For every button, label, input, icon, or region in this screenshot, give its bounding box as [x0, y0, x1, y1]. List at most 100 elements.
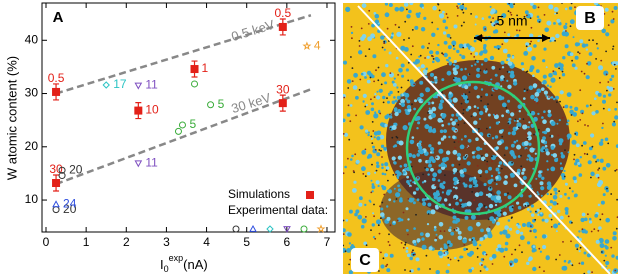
- atom: [448, 228, 452, 232]
- atom: [398, 140, 404, 146]
- atom: [450, 231, 455, 236]
- atom: [435, 156, 438, 159]
- atom: [536, 88, 542, 94]
- atom: [457, 3, 461, 5]
- atom: [466, 98, 469, 101]
- atom: [452, 186, 455, 189]
- marker: [134, 160, 143, 168]
- atom: [547, 109, 551, 114]
- atom: [386, 216, 391, 221]
- atom: [437, 179, 441, 182]
- atom: [387, 100, 390, 104]
- atom: [544, 144, 548, 148]
- atom: [424, 167, 426, 169]
- atom: [527, 258, 532, 262]
- atom: [446, 150, 451, 155]
- atom: [492, 113, 495, 116]
- atom: [428, 109, 433, 115]
- atom: [427, 202, 432, 207]
- atom: [373, 215, 375, 218]
- atom: [527, 126, 530, 129]
- atom: [578, 173, 583, 177]
- atom: [605, 260, 610, 266]
- atom: [395, 56, 399, 60]
- atom: [577, 120, 579, 123]
- atom: [412, 249, 414, 252]
- atom: [559, 90, 564, 95]
- atom: [380, 264, 385, 269]
- atom: [364, 148, 367, 151]
- atom: [414, 25, 419, 30]
- atom: [370, 107, 375, 112]
- atom: [435, 50, 440, 55]
- atom: [495, 176, 499, 180]
- atom: [572, 36, 575, 39]
- atom: [389, 253, 394, 258]
- atom: [399, 165, 403, 168]
- atom: [481, 155, 483, 157]
- atom: [583, 251, 587, 255]
- atom: [548, 4, 554, 10]
- atom: [550, 134, 554, 138]
- panel-label: B: [584, 10, 596, 27]
- atom: [490, 8, 496, 14]
- atom: [384, 12, 390, 18]
- atom: [492, 88, 495, 91]
- atom: [458, 180, 461, 183]
- atom: [367, 36, 372, 42]
- atom: [595, 160, 597, 163]
- atom: [511, 253, 513, 256]
- atom: [543, 149, 546, 152]
- atom: [485, 150, 488, 153]
- atom: [451, 113, 455, 117]
- atom: [560, 154, 566, 159]
- atom: [503, 192, 507, 197]
- atom: [453, 172, 456, 175]
- atom: [437, 117, 443, 123]
- atom: [530, 225, 532, 228]
- atom: [455, 201, 459, 206]
- atom: [479, 237, 484, 242]
- atom: [517, 205, 522, 210]
- atom: [532, 167, 535, 170]
- atom: [549, 200, 554, 204]
- atom: [460, 203, 466, 208]
- atom: [392, 83, 397, 87]
- atom: [394, 144, 398, 148]
- atom: [520, 231, 524, 235]
- atom: [462, 11, 465, 14]
- atom: [367, 153, 373, 159]
- atom: [565, 22, 568, 26]
- atom: [343, 96, 346, 99]
- atom: [553, 223, 558, 229]
- atom: [484, 110, 488, 113]
- atom: [468, 184, 473, 188]
- atom: [581, 228, 584, 231]
- atom: [434, 78, 438, 83]
- atom: [582, 141, 587, 145]
- atom: [583, 272, 586, 274]
- atom: [464, 135, 467, 138]
- atom: [530, 94, 535, 100]
- atom: [371, 183, 375, 186]
- atom: [554, 158, 559, 163]
- atom: [419, 54, 422, 57]
- atom: [442, 53, 445, 56]
- atom: [599, 218, 602, 221]
- atom: [438, 234, 444, 240]
- atom: [494, 89, 496, 92]
- atom: [527, 135, 532, 141]
- atom: [452, 149, 458, 155]
- atom: [479, 110, 484, 116]
- atom: [391, 125, 397, 130]
- atom: [438, 222, 444, 227]
- atom: [409, 184, 412, 188]
- atom: [410, 165, 413, 168]
- atom: [374, 93, 377, 96]
- atom: [351, 154, 354, 158]
- atom: [528, 156, 534, 162]
- atom: [575, 143, 580, 148]
- atom: [411, 251, 413, 254]
- atom: [485, 267, 489, 271]
- atom: [454, 197, 456, 200]
